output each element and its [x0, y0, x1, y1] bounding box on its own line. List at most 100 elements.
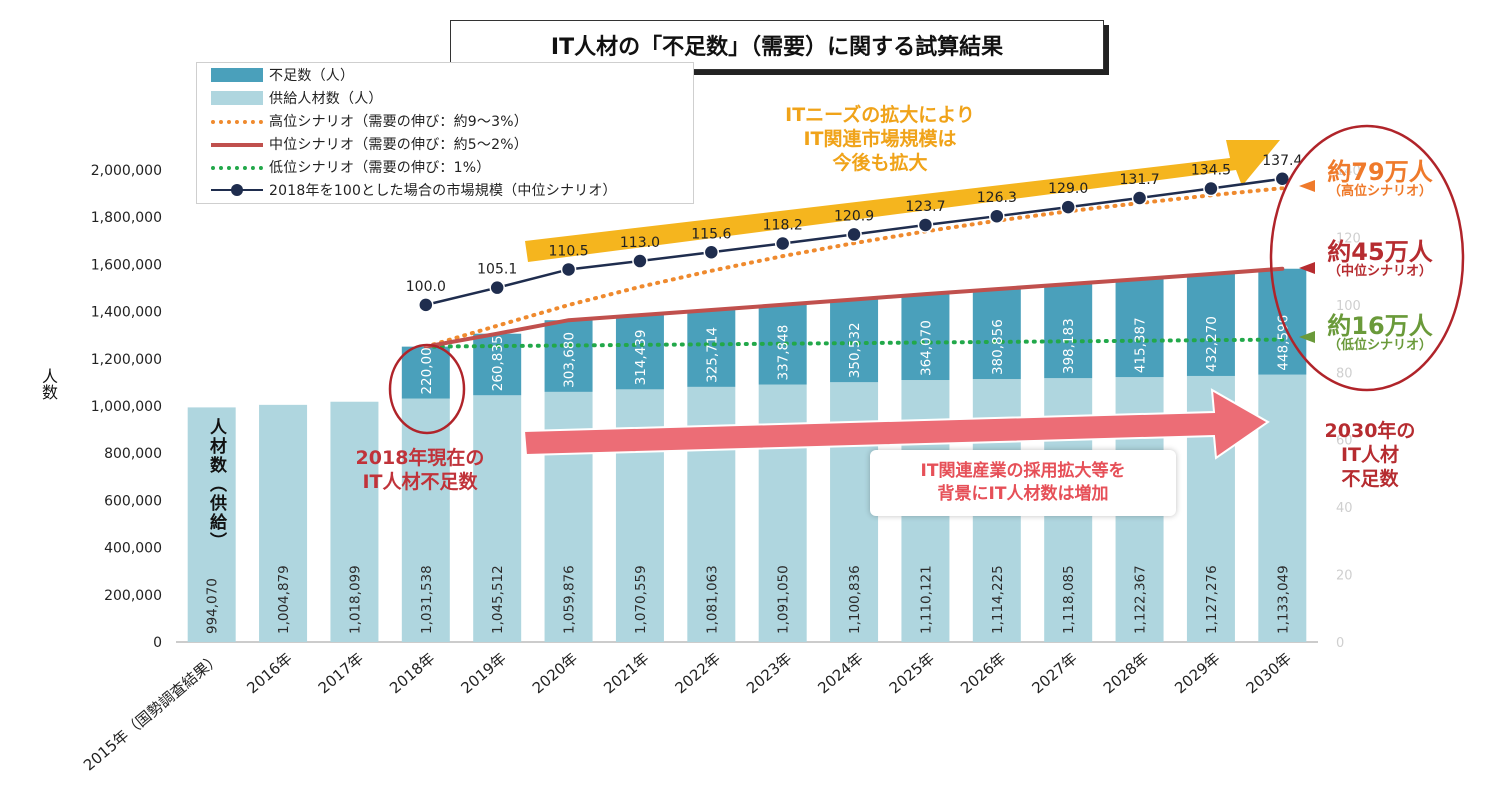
legend-swatch [211, 143, 263, 147]
market-index-point [917, 217, 934, 233]
shortage-bar [401, 346, 450, 399]
y2-tick-label: 60 [1336, 434, 1353, 449]
supply-bar [259, 404, 308, 642]
annotation-2018-shortage: 2018年現在の IT人材不足数 [310, 447, 530, 495]
scenario-high-name: （高位シナリオ） [1327, 184, 1432, 200]
scenario-low-value: 約16万人 [1327, 312, 1433, 340]
supply-bar [401, 398, 450, 642]
shortage-bar [1044, 284, 1093, 379]
x-category-label: 2018年 [386, 649, 438, 697]
annotation-line: 不足数 [1341, 467, 1399, 490]
legend-label: 供給人材数（人） [269, 91, 383, 107]
y-tick-label: 200,000 [104, 588, 162, 604]
market-index-point [1060, 199, 1076, 215]
annotation-line: 2030年の [1324, 420, 1416, 442]
x-category-label: 2023年 [743, 649, 795, 697]
market-index-label: 115.6 [691, 226, 731, 242]
y2-tick-label: 80 [1336, 366, 1353, 381]
annotation-line: IT関連産業の採用拡大等を [920, 461, 1126, 482]
legend-item: 高位シナリオ（需要の伸び：約9～3%） [211, 111, 528, 131]
market-index-point [774, 235, 791, 252]
market-index-label: 134.5 [1191, 163, 1231, 179]
supply-bar [473, 395, 522, 642]
supply-value-label: 1,100,836 [847, 565, 863, 634]
shortage-value-label: 448,596 [1275, 315, 1291, 371]
supply-value-label: 1,127,276 [1204, 565, 1220, 634]
legend: 不足数（人） 供給人材数（人） 高位シナリオ（需要の伸び：約9～3%） 中位シナリオ（… [196, 62, 694, 204]
y-tick-label: 800,000 [104, 446, 162, 462]
shortage-bar [615, 315, 664, 390]
legend-label: 低位シナリオ（需要の伸び：1%） [269, 160, 491, 176]
y2-tick-label: 20 [1336, 569, 1353, 584]
market-index-label: 105.1 [477, 262, 517, 278]
annotation-line: ITニーズの拡大により [785, 104, 975, 126]
x-category-label: 2017年 [315, 649, 367, 697]
x-category-label: 2019年 [457, 649, 509, 697]
supply-value-label: 1,059,876 [562, 565, 578, 634]
annotation-line: IT関連市場規模は [803, 127, 957, 150]
legend-label: 不足数（人） [269, 68, 355, 84]
market-index-point [489, 279, 505, 296]
shortage-bar [1186, 273, 1235, 376]
y-tick-label: 1,800,000 [91, 210, 162, 226]
shortage-value-label: 325,714 [704, 327, 720, 383]
legend-marker-dot [231, 184, 243, 196]
y-tick-label: 400,000 [104, 541, 162, 557]
x-category-label: 2022年 [672, 649, 724, 697]
scenario-mid-name: （中位シナリオ） [1327, 264, 1432, 280]
supply-value-label: 1,004,879 [276, 565, 292, 634]
legend-item: 2018年を100とした場合の市場規模（中位シナリオ） [211, 180, 617, 200]
y2-tick-label: 40 [1336, 501, 1353, 516]
annotation-it-industry: IT関連産業の採用拡大等を 背景にIT人材数は増加 [870, 450, 1176, 516]
market-index-label: 110.5 [549, 243, 589, 259]
supply-value-label: 1,118,085 [1061, 565, 1077, 634]
x-category-label: 2016年 [243, 649, 295, 697]
mid-scenario-line [423, 266, 1285, 349]
scenario-mid-label: 約45万人 （中位シナリオ） [1315, 239, 1445, 280]
market-index-label: 100.0 [406, 279, 446, 295]
supply-value-label: 1,045,512 [490, 565, 506, 634]
x-category-label: 2026年 [957, 649, 1009, 697]
shortage-bar [758, 304, 807, 385]
market-index-point [989, 208, 1005, 224]
y-tick-label: 2,000,000 [91, 163, 162, 179]
shortage-value-label: 350,532 [847, 322, 863, 378]
supply-value-label: 1,110,121 [918, 565, 934, 634]
y-axis-label: 人数 [39, 368, 58, 400]
supply-value-label: 1,114,225 [990, 565, 1006, 634]
chart-title: IT人材の「不足数」（需要）に関する試算結果 [450, 20, 1104, 70]
market-index-point [1131, 190, 1148, 206]
x-category-label: 2021年 [600, 649, 652, 697]
shortage-bar [687, 310, 736, 387]
supply-value-label: 1,091,050 [776, 565, 792, 634]
x-category-label: 2029年 [1171, 649, 1223, 697]
x-category-label: 2024年 [814, 649, 866, 697]
shortage-bar [544, 320, 593, 392]
legend-swatch [211, 68, 263, 82]
market-index-label: 113.0 [620, 235, 660, 251]
annotation-2030-shortage: 2030年の IT人材 不足数 [1305, 420, 1435, 491]
supply-vertical-label: 人材数（供給） [206, 418, 226, 551]
supply-value-label: 994,070 [205, 578, 221, 634]
legend-label: 中位シナリオ（需要の伸び：約5～2%） [269, 137, 528, 153]
market-index-label: 123.7 [905, 199, 945, 215]
x-category-label: 2015年（国勢調査結果） [80, 649, 224, 774]
shortage-value-label: 432,270 [1204, 316, 1220, 372]
shortage-value-label: 260,835 [490, 335, 506, 391]
scenario-high-value: 約79万人 [1327, 158, 1433, 186]
annotation-line: IT人材不足数 [362, 470, 478, 493]
y2-tick-label: 120 [1336, 231, 1361, 246]
shortage-value-label: 364,070 [918, 320, 934, 376]
annotation-it-needs: ITニーズの拡大により IT関連市場規模は 今後も拡大 [740, 104, 1020, 175]
ellipse-2030 [1269, 124, 1465, 392]
market-index-label: 137.4 [1262, 153, 1302, 169]
red-arrow-shape [522, 388, 1270, 460]
y2-tick-label: 100 [1336, 299, 1361, 314]
scenario-low-label: 約16万人 （低位シナリオ） [1315, 312, 1445, 353]
scenario-high-label: 約79万人 （高位シナリオ） [1315, 158, 1445, 200]
market-index-label: 120.9 [834, 208, 874, 224]
legend-swatch [211, 91, 263, 105]
supply-bar [1258, 374, 1307, 642]
annotation-line: IT人材 [1340, 443, 1400, 466]
y-tick-label: 600,000 [104, 493, 162, 509]
